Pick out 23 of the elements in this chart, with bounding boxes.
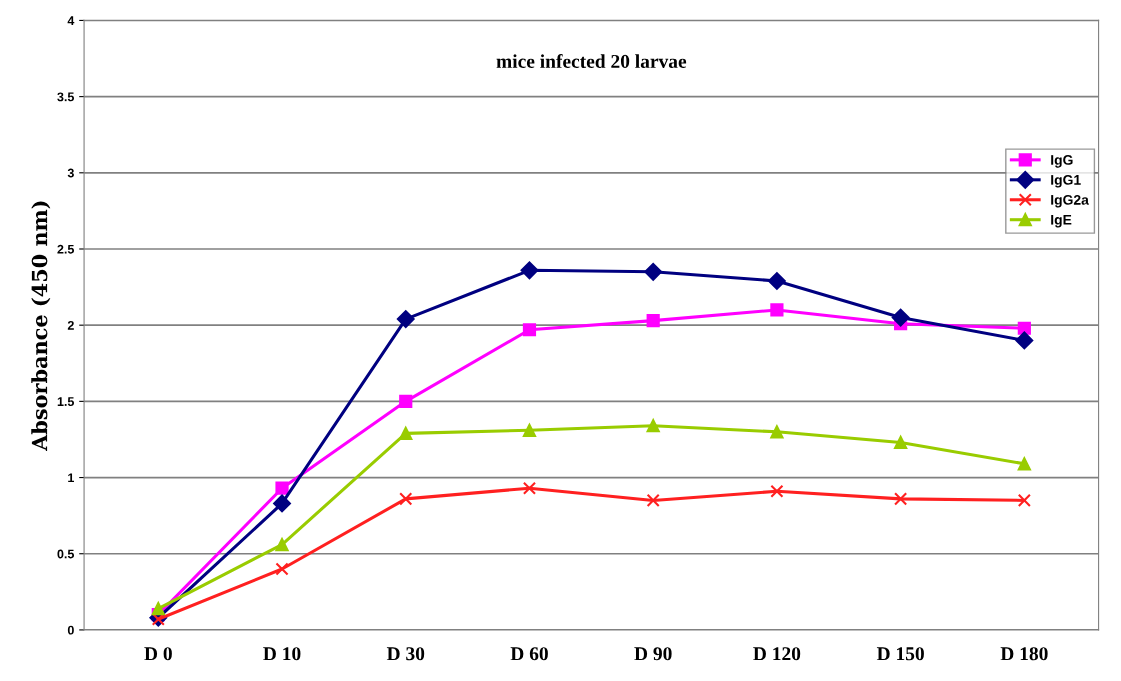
y-tick-label: 1.5 <box>57 397 75 407</box>
legend-label: IgE <box>1051 215 1072 228</box>
y-tick-label: 2.5 <box>57 244 75 254</box>
y-tick-label: 2 <box>67 320 74 330</box>
y-tick-label: 4 <box>67 16 75 25</box>
legend-label: IgG2a <box>1051 194 1089 208</box>
x-tick-label: D 0 <box>144 647 172 661</box>
text: mice infected 20 larvae <box>496 54 687 68</box>
legend-label: IgG <box>1051 155 1073 168</box>
y-tick-label: 0 <box>67 625 74 635</box>
x-tick-label: D 10 <box>263 647 301 661</box>
x-tick-label: D 120 <box>753 647 801 661</box>
x-tick-label: D 150 <box>876 647 924 661</box>
y-tick-label: 3 <box>67 168 74 178</box>
y-tick-label: 0.5 <box>57 549 75 559</box>
x-tick-label: D 60 <box>510 647 548 661</box>
legend-label: IgG1 <box>1051 174 1081 188</box>
y-tick-label: 3.5 <box>57 92 75 102</box>
x-tick-label: D 180 <box>1000 647 1048 661</box>
x-tick-label: D 90 <box>634 647 672 661</box>
x-tick-label: D 30 <box>386 647 425 661</box>
y-tick-label: 1 <box>68 473 75 483</box>
y-axis-title: Absorbance (450 nm) <box>31 201 51 452</box>
